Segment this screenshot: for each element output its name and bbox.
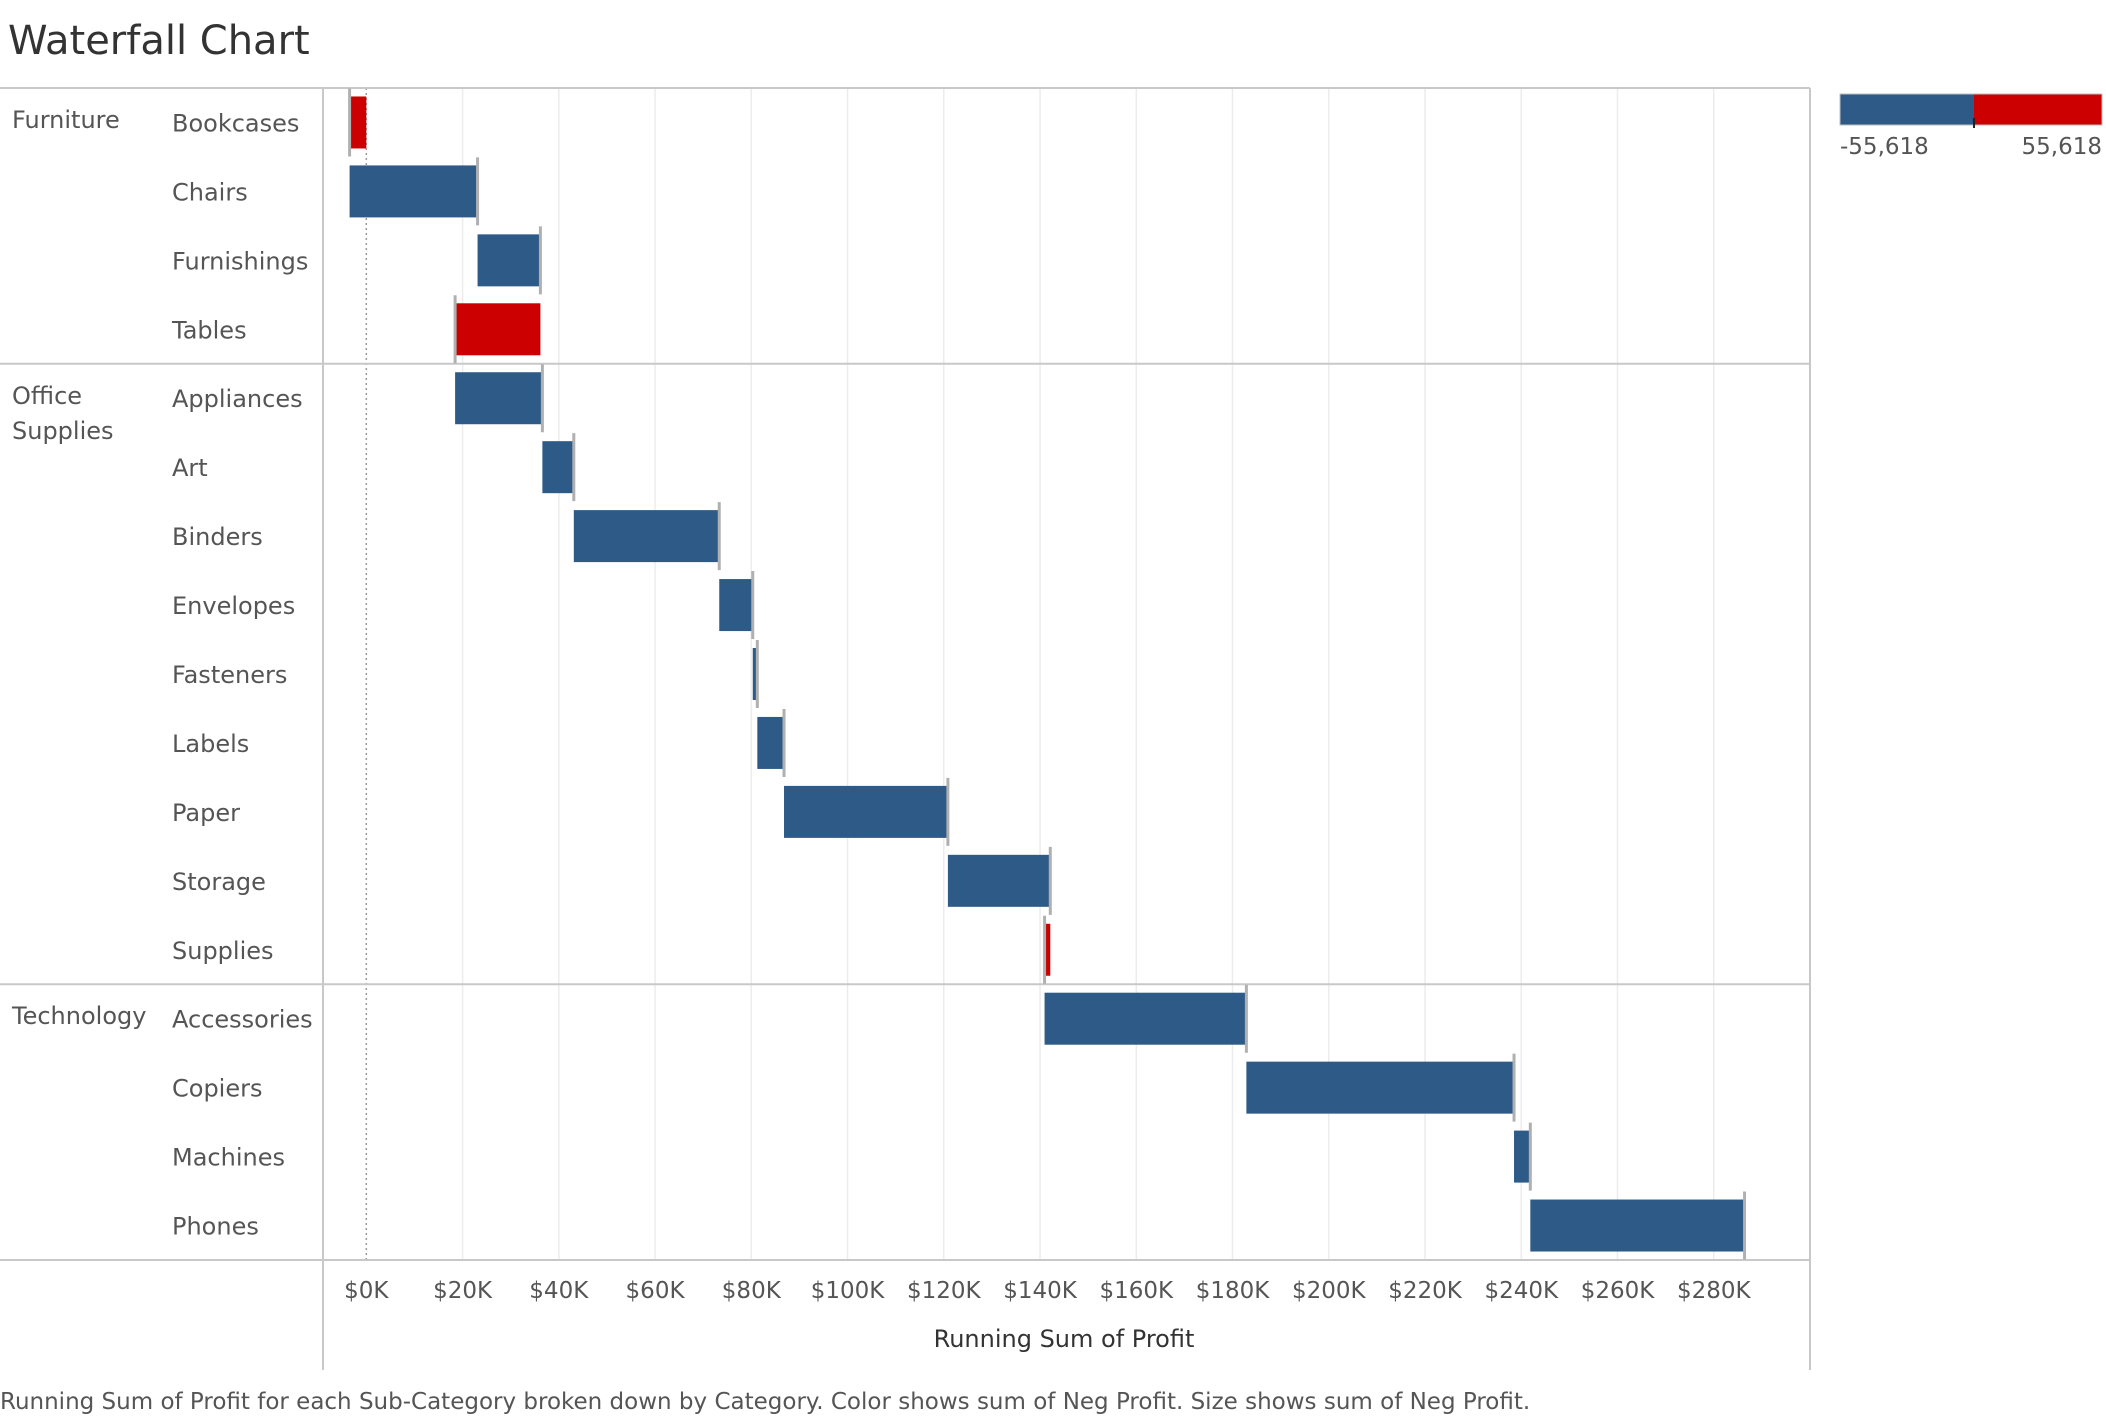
- bar-paper: [784, 785, 948, 838]
- bar-phones: [1530, 1199, 1745, 1252]
- subcategory-label: Labels: [172, 730, 249, 758]
- subcategory-label: Fasteners: [172, 661, 287, 689]
- legend-max-label: 55,618: [2022, 134, 2102, 160]
- bar-machines: [1514, 1130, 1531, 1183]
- subcategory-label: Furnishings: [172, 247, 308, 275]
- color-legend: -55,618 55,618: [1839, 93, 2103, 160]
- subcategory-label: Paper: [172, 799, 240, 827]
- legend-min-label: -55,618: [1840, 134, 1929, 160]
- x-tick-label: $280K: [1677, 1278, 1752, 1304]
- bar-chairs: [349, 165, 478, 218]
- bar-fasteners: [752, 648, 758, 700]
- subcategory-label: Phones: [172, 1213, 259, 1241]
- legend-bar-positive: [1974, 94, 2102, 125]
- bar-envelopes: [719, 579, 753, 632]
- x-tick-label: $60K: [626, 1278, 686, 1304]
- bar-art: [542, 441, 574, 494]
- subcategory-label: Appliances: [172, 385, 303, 413]
- bar-labels: [757, 716, 785, 769]
- subcategory-label: Storage: [172, 868, 266, 896]
- x-tick-label: $120K: [907, 1278, 982, 1304]
- x-axis-label: Running Sum of Profit: [934, 1325, 1195, 1353]
- x-tick-label: $240K: [1484, 1278, 1559, 1304]
- subcategory-label: Chairs: [172, 178, 248, 206]
- bar-storage: [947, 854, 1051, 907]
- bar-tables: [455, 303, 541, 356]
- subcategory-label: Art: [172, 454, 208, 482]
- x-tick-label: $180K: [1196, 1278, 1271, 1304]
- x-tick-label: $0K: [344, 1278, 389, 1304]
- gridlines: [461, 88, 1715, 1260]
- legend-bar-negative: [1840, 94, 1974, 125]
- panel-frame: [0, 87, 1811, 1370]
- bar-copiers: [1246, 1061, 1515, 1114]
- subcategory-labels: Bookcases Chairs Furnishings Tables Applianc…: [171, 109, 313, 1240]
- subcategory-label: Machines: [172, 1144, 285, 1172]
- x-tick-label: $100K: [811, 1278, 886, 1304]
- subcategory-label: Copiers: [172, 1075, 262, 1103]
- subcategory-label: Accessories: [172, 1006, 313, 1034]
- subcategory-label: Bookcases: [172, 109, 299, 137]
- bars: [348, 88, 1747, 1260]
- subcategory-label: Binders: [172, 523, 263, 551]
- x-tick-label: $260K: [1581, 1278, 1656, 1304]
- x-tick-label: $200K: [1292, 1278, 1367, 1304]
- bar-furnishings: [477, 234, 541, 287]
- x-tick-label: $40K: [529, 1278, 589, 1304]
- category-label: Furniture: [12, 106, 120, 134]
- category-label: Office: [12, 382, 82, 410]
- subcategory-label: Tables: [171, 316, 247, 344]
- x-tick-label: $80K: [722, 1278, 782, 1304]
- subcategory-label: Supplies: [172, 937, 274, 965]
- x-tick-label: $140K: [1003, 1278, 1078, 1304]
- bar-binders: [573, 510, 720, 563]
- x-axis-tick-labels: $0K $20K $40K $60K $80K $100K $120K $140K $160K $…: [344, 1278, 1751, 1304]
- bar-accessories: [1044, 992, 1247, 1045]
- bar-bookcases: [349, 96, 367, 149]
- bar-supplies: [1044, 923, 1051, 976]
- bar-appliances: [455, 372, 543, 425]
- chart-title: Waterfall Chart: [8, 18, 310, 64]
- legend-bar-border: [1839, 93, 2103, 126]
- category-label: Technology: [11, 1002, 146, 1030]
- x-tick-label: $20K: [433, 1278, 493, 1304]
- x-tick-label: $160K: [1099, 1278, 1174, 1304]
- chart-caption: Running Sum of Profit for each Sub-Categ…: [0, 1389, 1530, 1415]
- x-tick-label: $220K: [1388, 1278, 1463, 1304]
- category-label: Supplies: [12, 417, 114, 445]
- subcategory-label: Envelopes: [172, 592, 295, 620]
- category-labels: Furniture Office Supplies Technology: [11, 106, 146, 1030]
